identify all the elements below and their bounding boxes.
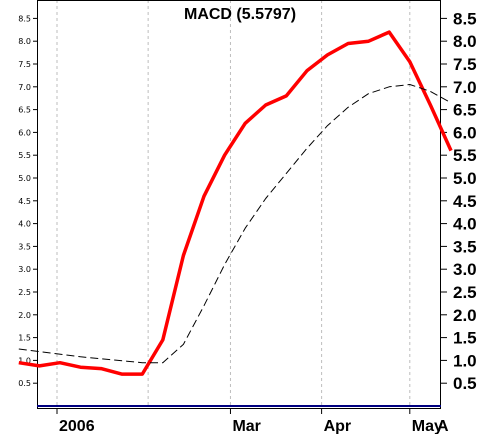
right-tick-label: 5.5: [453, 146, 477, 165]
left-tick-label: 7.5: [18, 60, 31, 69]
right-tick-label: 7.0: [453, 78, 477, 97]
left-tick-label: 3.0: [18, 265, 31, 274]
right-tick-label: 8.5: [453, 9, 477, 28]
right-tick-label: 6.5: [453, 101, 477, 120]
left-tick-label: 7.0: [18, 83, 31, 92]
right-tick-label: 8.0: [453, 32, 477, 51]
series-group: [18, 30, 453, 376]
right-tick-label: 1.5: [453, 329, 477, 348]
left-tick-label: 2.5: [18, 288, 31, 297]
x-tick-label: May: [412, 418, 443, 434]
left-tick-label: 6.0: [18, 128, 31, 137]
left-axis-ticks: 0.5 1.0 1.5 2.0 2.5 3.0 3.5 4.0 4.5 5.0 5.5 6.0 6.5 7…: [18, 14, 37, 388]
plot-frame: [37, 0, 441, 409]
left-tick-label: 8.0: [18, 37, 31, 46]
left-tick-label: 5.0: [18, 174, 31, 183]
left-tick-label: 2.0: [18, 311, 31, 320]
right-tick-label: 2.0: [453, 306, 477, 325]
x-tick-label: A: [437, 418, 449, 434]
left-tick-label: 1.5: [18, 334, 31, 343]
right-tick-label: 6.0: [453, 123, 477, 142]
left-tick-label: 1.0: [18, 356, 31, 365]
right-tick-label: 7.5: [453, 55, 477, 74]
x-tick-label: 2006: [59, 418, 95, 434]
right-tick-label: 4.5: [453, 192, 477, 211]
right-tick-label: 0.5: [453, 374, 477, 393]
left-tick-label: 0.5: [18, 379, 31, 388]
grid: [56, 0, 411, 408]
right-tick-label: 4.0: [453, 215, 477, 234]
left-tick-label: 6.5: [18, 106, 31, 115]
right-tick-label: 3.0: [453, 260, 477, 279]
right-tick-label: 5.0: [453, 169, 477, 188]
x-tick-label: Mar: [232, 418, 260, 434]
macd-line: [18, 30, 453, 376]
x-tick-label: Apr: [324, 418, 352, 434]
left-tick-label: 8.5: [18, 14, 31, 23]
chart-title: MACD (5.5797): [184, 6, 296, 23]
right-tick-label: 2.5: [453, 283, 477, 302]
left-tick-label: 4.0: [18, 220, 31, 229]
left-tick-label: 3.5: [18, 242, 31, 251]
left-tick-label: 4.5: [18, 197, 31, 206]
x-axis-ticks: 2006MarAprMayJunJulA: [56, 408, 449, 434]
right-tick-label: 1.0: [453, 351, 477, 370]
left-tick-label: 5.5: [18, 151, 31, 160]
right-axis-ticks: 0.5 1.0 1.5 2.0 2.5 3.0 3.5 4.0 4.5 5.0 5.5 6.0 6.5 7…: [441, 9, 477, 393]
right-tick-label: 3.5: [453, 237, 477, 256]
